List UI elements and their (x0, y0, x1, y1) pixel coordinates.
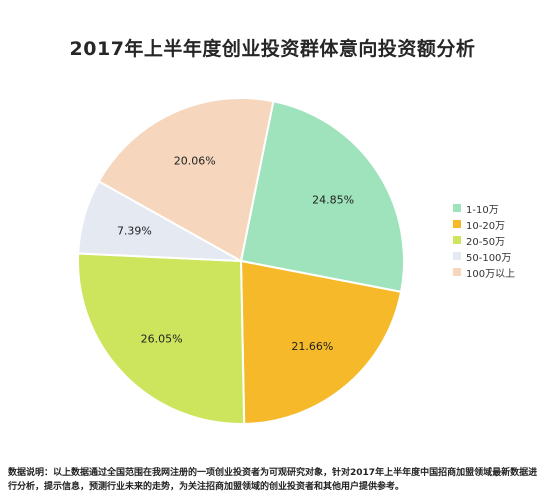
legend-label: 100万以上 (466, 268, 516, 280)
legend-item-10-20: 10-20万 (453, 216, 515, 232)
note-label: 数据说明： (8, 468, 54, 478)
slice-value-label: 20.06% (174, 154, 216, 167)
slice-value-label: 24.85% (312, 193, 354, 206)
legend-item-50-100: 50-100万 (453, 248, 515, 264)
slice-value-label: 7.39% (117, 225, 152, 238)
legend-item-20-50: 20-50万 (453, 232, 515, 248)
legend-swatch (453, 252, 461, 260)
chart-title: 2017年上半年度创业投资群体意向投资额分析 (69, 38, 476, 60)
legend-label: 1-10万 (466, 204, 499, 216)
slice-value-label: 21.66% (291, 340, 333, 353)
legend-swatch (453, 220, 461, 228)
pie-slice (239, 100, 405, 294)
legend-label: 10-20万 (466, 220, 506, 232)
legend-swatch (453, 236, 461, 244)
legend-label: 20-50万 (466, 236, 506, 248)
pie-slice (97, 97, 275, 263)
data-note: 数据说明：以上数据通过全国范围在我网注册的一项创业投资者为可观研究对象，针对20… (8, 466, 538, 494)
legend-item-1-10: 1-10万 (453, 200, 515, 216)
legend-swatch (453, 204, 461, 212)
legend-swatch (453, 268, 461, 276)
note-text: 以上数据通过全国范围在我网注册的一项创业投资者为可观研究对象，针对2017年上半… (8, 468, 538, 492)
pie-slice (239, 259, 403, 425)
legend-label: 50-100万 (466, 252, 512, 264)
legend-item-100-plus: 100万以上 (453, 264, 515, 280)
legend: 1-10万 10-20万 20-50万 50-100万 100万以上 (453, 200, 515, 280)
pie-slice (77, 252, 246, 425)
slice-value-label: 26.05% (141, 332, 183, 345)
